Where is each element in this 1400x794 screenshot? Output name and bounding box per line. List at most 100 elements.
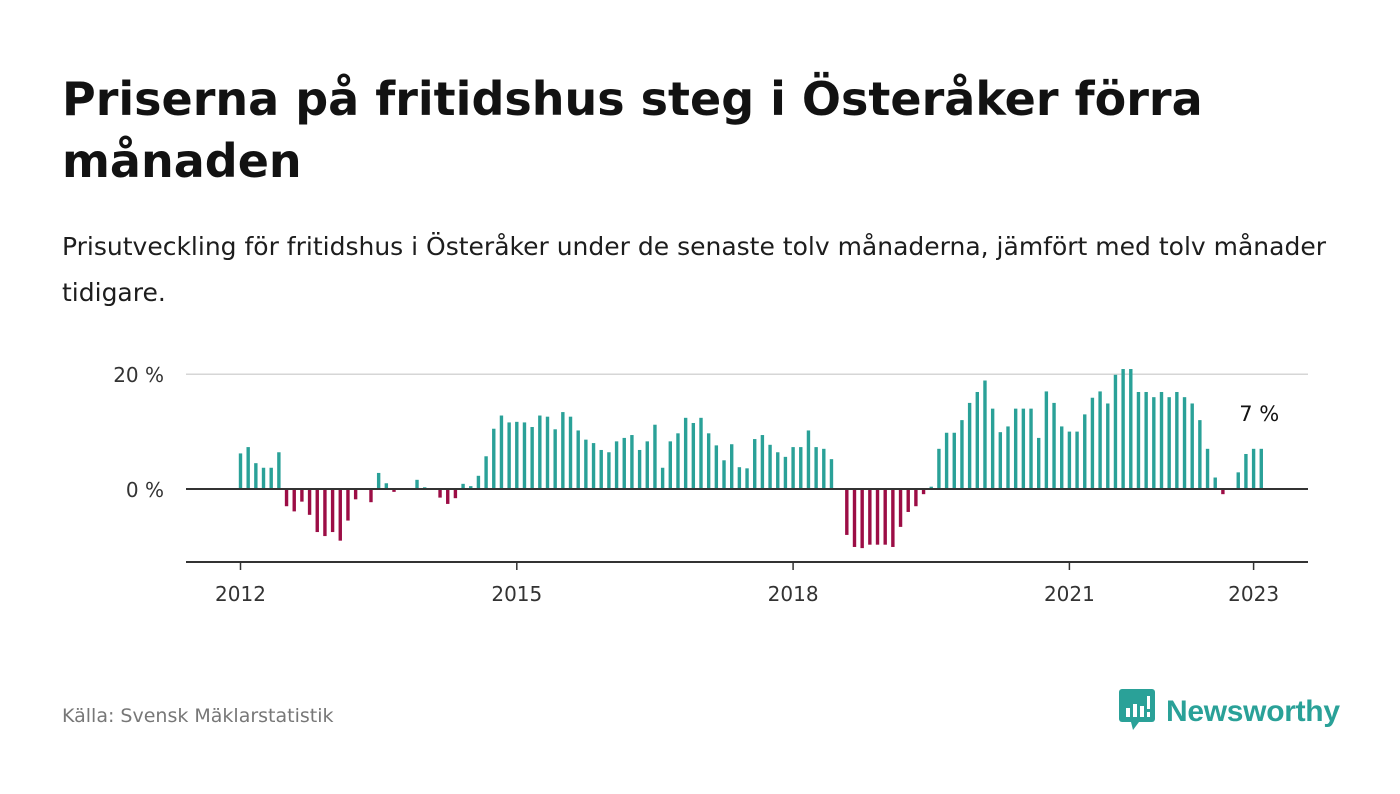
bar <box>476 475 481 489</box>
y-tick-label: 0 % <box>126 478 164 502</box>
bar <box>1251 448 1256 489</box>
bar <box>683 417 688 489</box>
bar <box>1190 403 1194 489</box>
bar <box>584 439 588 489</box>
bar <box>1259 448 1263 489</box>
bar <box>607 452 611 489</box>
bar <box>921 489 926 495</box>
bar <box>1013 408 1018 489</box>
bar <box>944 432 949 489</box>
bar <box>914 489 918 507</box>
bar <box>461 483 465 489</box>
bar <box>760 435 765 489</box>
bar <box>906 489 910 512</box>
bar <box>637 449 642 489</box>
bar <box>522 422 527 489</box>
bar <box>1083 414 1087 489</box>
bar <box>998 432 1003 489</box>
bar <box>622 437 626 489</box>
bar <box>691 422 696 489</box>
bar <box>576 430 580 489</box>
bar <box>453 489 458 499</box>
bar <box>469 486 473 489</box>
labels: 0 % 20 % 2012 2015 2018 2021 2023 7 % <box>113 363 1279 606</box>
bar <box>1067 431 1072 489</box>
bar <box>891 489 895 547</box>
bar <box>937 448 941 489</box>
newsworthy-logo[interactable]: Newsworthy <box>1118 688 1340 736</box>
bar <box>614 441 619 489</box>
bar <box>1044 391 1049 489</box>
bar <box>799 447 803 489</box>
bar <box>1060 426 1064 489</box>
bar <box>515 421 519 489</box>
bar <box>261 467 266 489</box>
bar <box>1037 437 1041 489</box>
bar <box>300 489 304 502</box>
bar <box>315 489 319 533</box>
bar <box>330 489 335 533</box>
bar <box>630 435 634 489</box>
bar <box>591 443 596 489</box>
bar <box>990 408 995 489</box>
bar <box>1113 374 1118 489</box>
bar <box>975 391 979 489</box>
bar <box>1236 472 1240 489</box>
bar <box>822 448 826 489</box>
chart-subtitle: Prisutveckling för fritidshus i Österåke… <box>62 232 1327 307</box>
bar <box>653 424 657 489</box>
bar <box>346 489 350 521</box>
bar <box>376 472 381 489</box>
bar <box>254 463 258 489</box>
bar <box>538 415 542 489</box>
bar <box>284 489 289 507</box>
bar <box>238 453 243 489</box>
bar <box>323 489 327 537</box>
bar <box>1106 403 1110 489</box>
bar <box>568 416 573 489</box>
bar <box>875 489 880 545</box>
bar <box>1129 369 1133 489</box>
bar <box>883 489 887 545</box>
bar <box>868 489 872 545</box>
bar <box>1029 408 1033 489</box>
x-tick-label: 2021 <box>1044 582 1095 606</box>
bar <box>1175 391 1179 489</box>
bar <box>246 447 250 489</box>
bar <box>369 489 373 503</box>
latest-value-label: 7 % <box>1239 402 1279 426</box>
bar <box>599 449 603 489</box>
source-note: Källa: Svensk Mäklarstatistik <box>62 705 334 727</box>
bar <box>829 459 834 489</box>
axes <box>186 488 1308 570</box>
bar <box>1205 448 1210 489</box>
bar <box>1075 431 1079 489</box>
bar <box>438 489 442 498</box>
bar <box>1213 477 1217 489</box>
bar <box>983 380 987 489</box>
bar <box>845 489 849 535</box>
bar <box>706 433 711 489</box>
bar <box>860 489 864 549</box>
bar <box>1090 397 1095 489</box>
x-tick-label: 2018 <box>768 582 819 606</box>
bars <box>238 369 1263 549</box>
bar <box>384 483 389 489</box>
bar <box>553 429 557 489</box>
bar <box>1198 420 1202 489</box>
bar <box>392 489 396 492</box>
bar <box>814 447 818 489</box>
bar <box>852 489 857 547</box>
bar <box>530 427 534 489</box>
bar <box>898 489 903 527</box>
bar <box>699 417 703 489</box>
y-tick-label: 20 % <box>113 363 164 387</box>
bar <box>1182 397 1187 489</box>
bar <box>714 445 719 489</box>
bar <box>1098 391 1102 489</box>
bar <box>545 416 550 489</box>
bar <box>415 479 419 489</box>
bar <box>745 468 749 489</box>
bar <box>1052 402 1056 489</box>
bar <box>1144 391 1148 489</box>
